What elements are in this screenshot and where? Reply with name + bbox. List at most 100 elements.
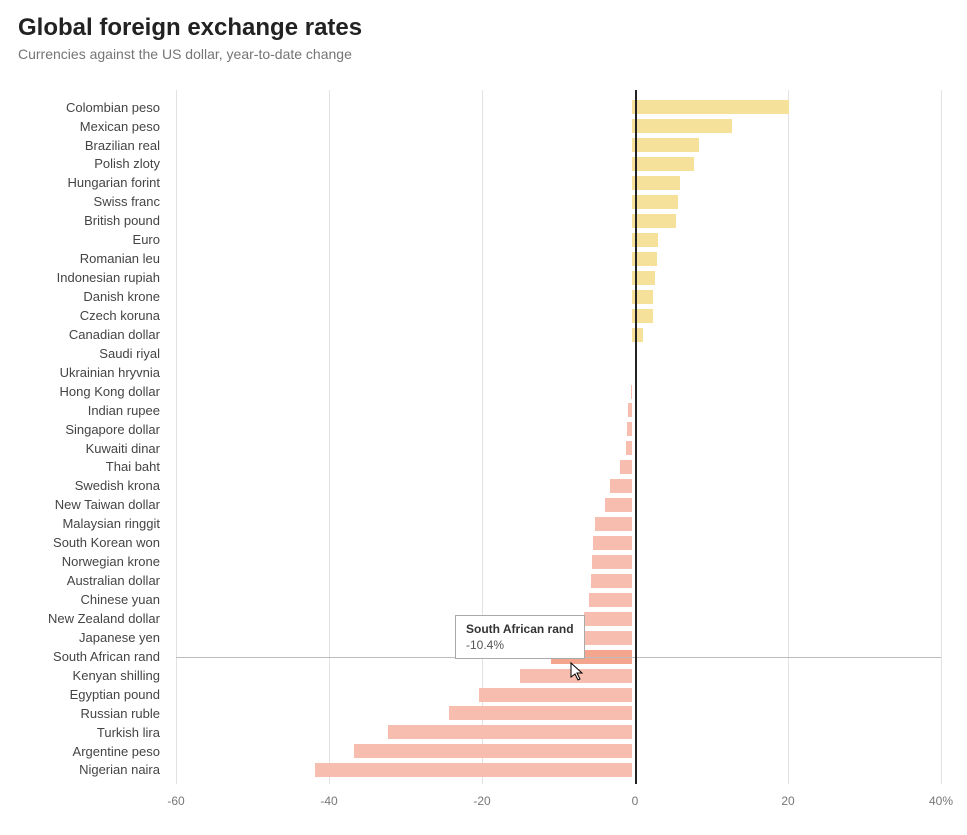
table-row[interactable]: Euro <box>18 231 941 250</box>
bar-track <box>168 287 941 306</box>
table-row[interactable]: Mexican peso <box>18 117 941 136</box>
currency-label: British pound <box>18 214 168 228</box>
currency-label: Malaysian ringgit <box>18 517 168 531</box>
table-row[interactable]: Czech koruna <box>18 306 941 325</box>
currency-label: Colombian peso <box>18 101 168 115</box>
bar-track <box>168 477 941 496</box>
bar[interactable] <box>584 612 632 626</box>
table-row[interactable]: Indian rupee <box>18 401 941 420</box>
bar[interactable] <box>520 669 632 683</box>
bar[interactable] <box>632 138 699 152</box>
table-row[interactable]: South Korean won <box>18 534 941 553</box>
bar[interactable] <box>632 119 732 133</box>
bar-track <box>168 136 941 155</box>
bar[interactable] <box>628 403 632 417</box>
bar-track <box>168 98 941 117</box>
table-row[interactable]: Romanian leu <box>18 250 941 269</box>
table-row[interactable]: Argentine peso <box>18 742 941 761</box>
bar-track <box>168 174 941 193</box>
table-row[interactable]: Hungarian forint <box>18 174 941 193</box>
bar[interactable] <box>595 517 632 531</box>
bar[interactable] <box>627 422 632 436</box>
bar[interactable] <box>632 214 676 228</box>
table-row[interactable]: Singapore dollar <box>18 420 941 439</box>
table-row[interactable]: Polish zloty <box>18 155 941 174</box>
currency-label: Kuwaiti dinar <box>18 442 168 456</box>
table-row[interactable]: Malaysian ringgit <box>18 515 941 534</box>
table-row[interactable]: Turkish lira <box>18 723 941 742</box>
bar[interactable] <box>315 763 632 777</box>
table-row[interactable]: Saudi riyal <box>18 344 941 363</box>
bar[interactable] <box>561 631 632 645</box>
bar[interactable] <box>449 706 631 720</box>
table-row[interactable]: Indonesian rupiah <box>18 268 941 287</box>
x-tick-label: -40 <box>320 794 337 808</box>
bar[interactable] <box>589 593 632 607</box>
bar-track <box>168 193 941 212</box>
bar[interactable] <box>593 536 632 550</box>
bar[interactable] <box>388 725 632 739</box>
bar-track <box>168 212 941 231</box>
bar[interactable] <box>632 328 644 342</box>
fx-bar-chart[interactable]: Colombian peso Mexican peso Brazilian real… <box>18 90 949 810</box>
bar[interactable] <box>620 460 632 474</box>
bar-track <box>168 590 941 609</box>
currency-label: Canadian dollar <box>18 328 168 342</box>
table-row[interactable]: Japanese yen <box>18 628 941 647</box>
table-row[interactable]: British pound <box>18 212 941 231</box>
table-row[interactable]: Colombian peso <box>18 98 941 117</box>
bar[interactable] <box>479 688 632 702</box>
bar-track <box>168 250 941 269</box>
table-row[interactable]: Danish krone <box>18 287 941 306</box>
x-tick-label: 40% <box>929 794 953 808</box>
currency-label: Nigerian naira <box>18 763 168 777</box>
table-row[interactable]: Kenyan shilling <box>18 666 941 685</box>
currency-label: New Zealand dollar <box>18 612 168 626</box>
table-row[interactable]: Chinese yuan <box>18 590 941 609</box>
currency-label: Polish zloty <box>18 157 168 171</box>
bar[interactable] <box>354 744 632 758</box>
currency-label: Euro <box>18 233 168 247</box>
table-row[interactable]: Russian ruble <box>18 704 941 723</box>
table-row[interactable]: Australian dollar <box>18 571 941 590</box>
table-row[interactable]: Brazilian real <box>18 136 941 155</box>
x-axis: -60-40-2002040% <box>176 790 941 810</box>
table-row[interactable]: Hong Kong dollar <box>18 382 941 401</box>
bar-track <box>168 401 941 420</box>
bar[interactable] <box>605 498 632 512</box>
table-row[interactable]: New Zealand dollar <box>18 609 941 628</box>
bar-track <box>168 458 941 477</box>
bar[interactable] <box>632 195 678 209</box>
currency-label: Australian dollar <box>18 574 168 588</box>
table-row[interactable]: Swiss franc <box>18 193 941 212</box>
table-row[interactable]: Swedish krona <box>18 477 941 496</box>
currency-label: Japanese yen <box>18 631 168 645</box>
bar[interactable] <box>632 157 695 171</box>
currency-label: Danish krone <box>18 290 168 304</box>
bar[interactable] <box>626 441 631 455</box>
currency-label: Czech koruna <box>18 309 168 323</box>
table-row[interactable]: Thai baht <box>18 458 941 477</box>
subtitle: Currencies against the US dollar, year-t… <box>18 46 949 62</box>
bar[interactable] <box>592 555 632 569</box>
table-row[interactable]: Kuwaiti dinar <box>18 439 941 458</box>
table-row[interactable]: Norwegian krone <box>18 553 941 572</box>
table-row[interactable]: Canadian dollar <box>18 325 941 344</box>
currency-label: Ukrainian hryvnia <box>18 366 168 380</box>
bar[interactable] <box>631 385 632 399</box>
bar[interactable] <box>610 479 632 493</box>
currency-label: South Korean won <box>18 536 168 550</box>
bar-track <box>168 666 941 685</box>
currency-label: Romanian leu <box>18 252 168 266</box>
bar[interactable] <box>591 574 632 588</box>
bar[interactable] <box>632 176 680 190</box>
bar[interactable] <box>632 100 790 114</box>
bar-track <box>168 117 941 136</box>
table-row[interactable]: Ukrainian hryvnia <box>18 363 941 382</box>
currency-label: Mexican peso <box>18 120 168 134</box>
bar-track <box>168 761 941 780</box>
table-row[interactable]: New Taiwan dollar <box>18 496 941 515</box>
table-row[interactable]: Nigerian naira <box>18 761 941 780</box>
currency-label: Norwegian krone <box>18 555 168 569</box>
table-row[interactable]: Egyptian pound <box>18 685 941 704</box>
